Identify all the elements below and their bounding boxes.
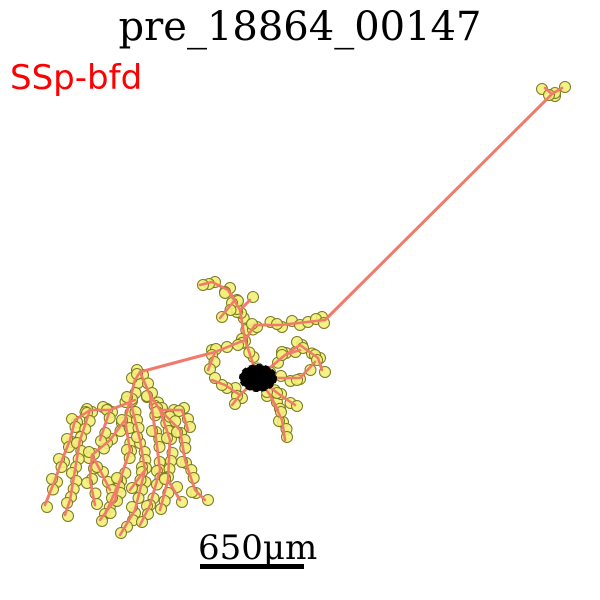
axon-branch-overlay xyxy=(243,318,327,342)
bouton xyxy=(202,494,214,506)
axon-branch-overlay xyxy=(158,408,207,502)
axon-branch-overlay xyxy=(238,298,252,312)
axon-branch-overlay xyxy=(138,370,184,412)
axon-branch-overlay xyxy=(230,393,242,407)
bouton xyxy=(62,510,74,522)
figure-title: pre_18864_00147 xyxy=(118,4,482,50)
axon-branch-overlay xyxy=(138,393,162,527)
axon-branch-overlay xyxy=(98,408,112,442)
scale-bar-label: 650μm xyxy=(198,528,318,568)
axon-branch-overlay xyxy=(206,338,247,372)
bouton xyxy=(559,81,571,93)
axon-branch-overlay xyxy=(90,453,112,492)
soma xyxy=(239,364,277,392)
axon-branch-overlay xyxy=(138,350,217,374)
axon-branch-overlay xyxy=(268,393,280,412)
axon-branch-overlay xyxy=(73,398,137,422)
axon-branch-overlay xyxy=(63,408,92,517)
soma-marker xyxy=(239,364,277,392)
axon-branch-overlay xyxy=(283,348,302,357)
axon-branch-overlay xyxy=(543,86,564,96)
bouton-markers xyxy=(41,81,571,539)
axon-branch-overlay xyxy=(103,418,132,517)
axon-branch-overlay xyxy=(218,288,237,320)
brain-region-label: SSp-bfd xyxy=(10,58,143,98)
scale-bar xyxy=(200,564,304,569)
axon-branch-overlay xyxy=(166,478,182,502)
axon-branch-overlay xyxy=(158,408,172,512)
axon-branch-overlay xyxy=(256,343,324,380)
axon-branch-overlay xyxy=(123,370,142,422)
bouton xyxy=(304,364,317,376)
bouton xyxy=(229,398,241,410)
axon-branch-overlay xyxy=(128,468,147,492)
axon-branch-overlay xyxy=(180,408,190,432)
axon-branch-overlay xyxy=(43,418,77,507)
axon-branch-overlay xyxy=(98,478,122,522)
axon-branch-overlay xyxy=(323,92,554,322)
bouton xyxy=(291,400,303,412)
